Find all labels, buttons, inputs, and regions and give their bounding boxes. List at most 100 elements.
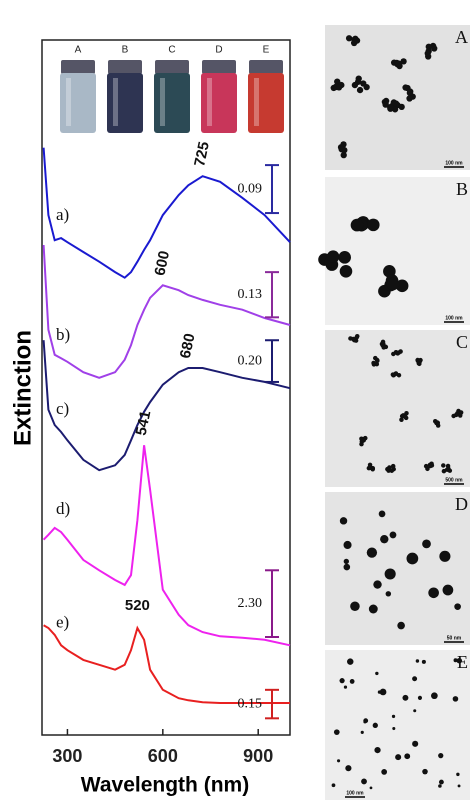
scale-bar-label: 0.13 xyxy=(238,287,263,302)
series-label: a) xyxy=(56,205,69,224)
particle xyxy=(439,551,450,562)
spectrum-line xyxy=(44,625,290,703)
vial-cap xyxy=(249,60,283,74)
panel-letter: A xyxy=(455,27,468,47)
particle xyxy=(392,715,395,718)
particle xyxy=(345,765,351,771)
scale-bar-label: 0.20 xyxy=(238,353,263,368)
particle xyxy=(431,45,437,51)
particle xyxy=(382,102,388,108)
particle xyxy=(375,672,378,675)
particle xyxy=(438,784,442,788)
scale-label: 100 nm xyxy=(445,160,463,166)
particle xyxy=(371,361,376,366)
particle xyxy=(381,340,386,345)
peak-label: 520 xyxy=(125,597,150,614)
scale-label: 100 nm xyxy=(445,315,463,321)
vial-body xyxy=(154,73,190,133)
particle xyxy=(373,580,381,588)
particle xyxy=(361,731,364,734)
particle xyxy=(363,84,369,90)
particle xyxy=(407,553,419,565)
vial-body xyxy=(60,73,96,133)
peak-label: 680 xyxy=(177,332,199,360)
particle xyxy=(373,723,378,728)
series-label: d) xyxy=(56,499,70,518)
particle xyxy=(386,591,391,596)
particle xyxy=(367,466,372,471)
particle xyxy=(422,540,431,549)
peak-label: 600 xyxy=(151,249,173,277)
particle xyxy=(339,678,344,683)
vial-label: C xyxy=(168,45,175,56)
particle xyxy=(338,251,351,264)
particle xyxy=(438,753,443,758)
particle xyxy=(336,84,342,90)
peak-label: 725 xyxy=(191,140,213,168)
particle xyxy=(395,60,401,66)
series-label: e) xyxy=(56,612,69,631)
particle xyxy=(393,100,399,106)
particle xyxy=(443,585,454,596)
particle xyxy=(354,37,360,43)
vial-body xyxy=(248,73,284,133)
particle xyxy=(369,605,378,614)
particle xyxy=(361,438,366,443)
particle xyxy=(454,603,461,610)
particle xyxy=(402,695,408,701)
particle xyxy=(379,510,386,517)
particle xyxy=(397,622,405,630)
x-axis-label: Wavelength (nm) xyxy=(81,774,249,797)
particle xyxy=(392,372,397,377)
particle xyxy=(367,219,380,232)
y-axis-label: Extinction xyxy=(9,330,36,446)
particle xyxy=(343,541,351,549)
particle xyxy=(425,50,431,56)
tem-image xyxy=(325,650,470,800)
vial-shine xyxy=(207,78,212,126)
particle xyxy=(399,104,405,110)
panel-letter: C xyxy=(456,332,468,352)
scale-label: 50 nm xyxy=(447,635,462,641)
series-label: b) xyxy=(56,325,70,344)
particle xyxy=(404,753,410,759)
plot-frame xyxy=(42,40,290,735)
particle xyxy=(422,660,426,664)
particle xyxy=(398,349,403,354)
vial-cap xyxy=(108,60,142,74)
particle xyxy=(428,587,439,598)
particle xyxy=(387,278,400,291)
particle xyxy=(412,676,417,681)
particle xyxy=(327,250,340,263)
vial-label: E xyxy=(263,45,270,56)
particle xyxy=(367,547,377,557)
particle xyxy=(381,345,386,350)
particle xyxy=(417,362,422,367)
vial-cap xyxy=(202,60,236,74)
particle xyxy=(363,720,366,723)
figure: Extinction Wavelength (nm) ABCDE 3006009… xyxy=(0,0,470,800)
vial-photo: ABCDE xyxy=(60,45,284,133)
peak-label: 541 xyxy=(133,409,155,437)
particle xyxy=(344,559,349,564)
vial-body xyxy=(201,73,237,133)
particle xyxy=(453,696,459,702)
particle xyxy=(346,35,352,41)
particle xyxy=(456,773,459,776)
particle xyxy=(334,729,340,735)
particle xyxy=(357,87,363,93)
particle xyxy=(402,84,408,90)
particle xyxy=(431,692,438,699)
vial-cap xyxy=(61,60,95,74)
particle xyxy=(458,784,461,787)
particle xyxy=(385,568,396,579)
vial-shine xyxy=(113,78,118,126)
tem-image xyxy=(325,177,470,325)
x-tick-label: 300 xyxy=(52,746,82,766)
particle xyxy=(430,463,435,468)
particle xyxy=(344,564,351,571)
particle xyxy=(381,769,387,775)
particle xyxy=(413,709,416,712)
particle xyxy=(458,413,463,418)
particle xyxy=(422,769,428,775)
